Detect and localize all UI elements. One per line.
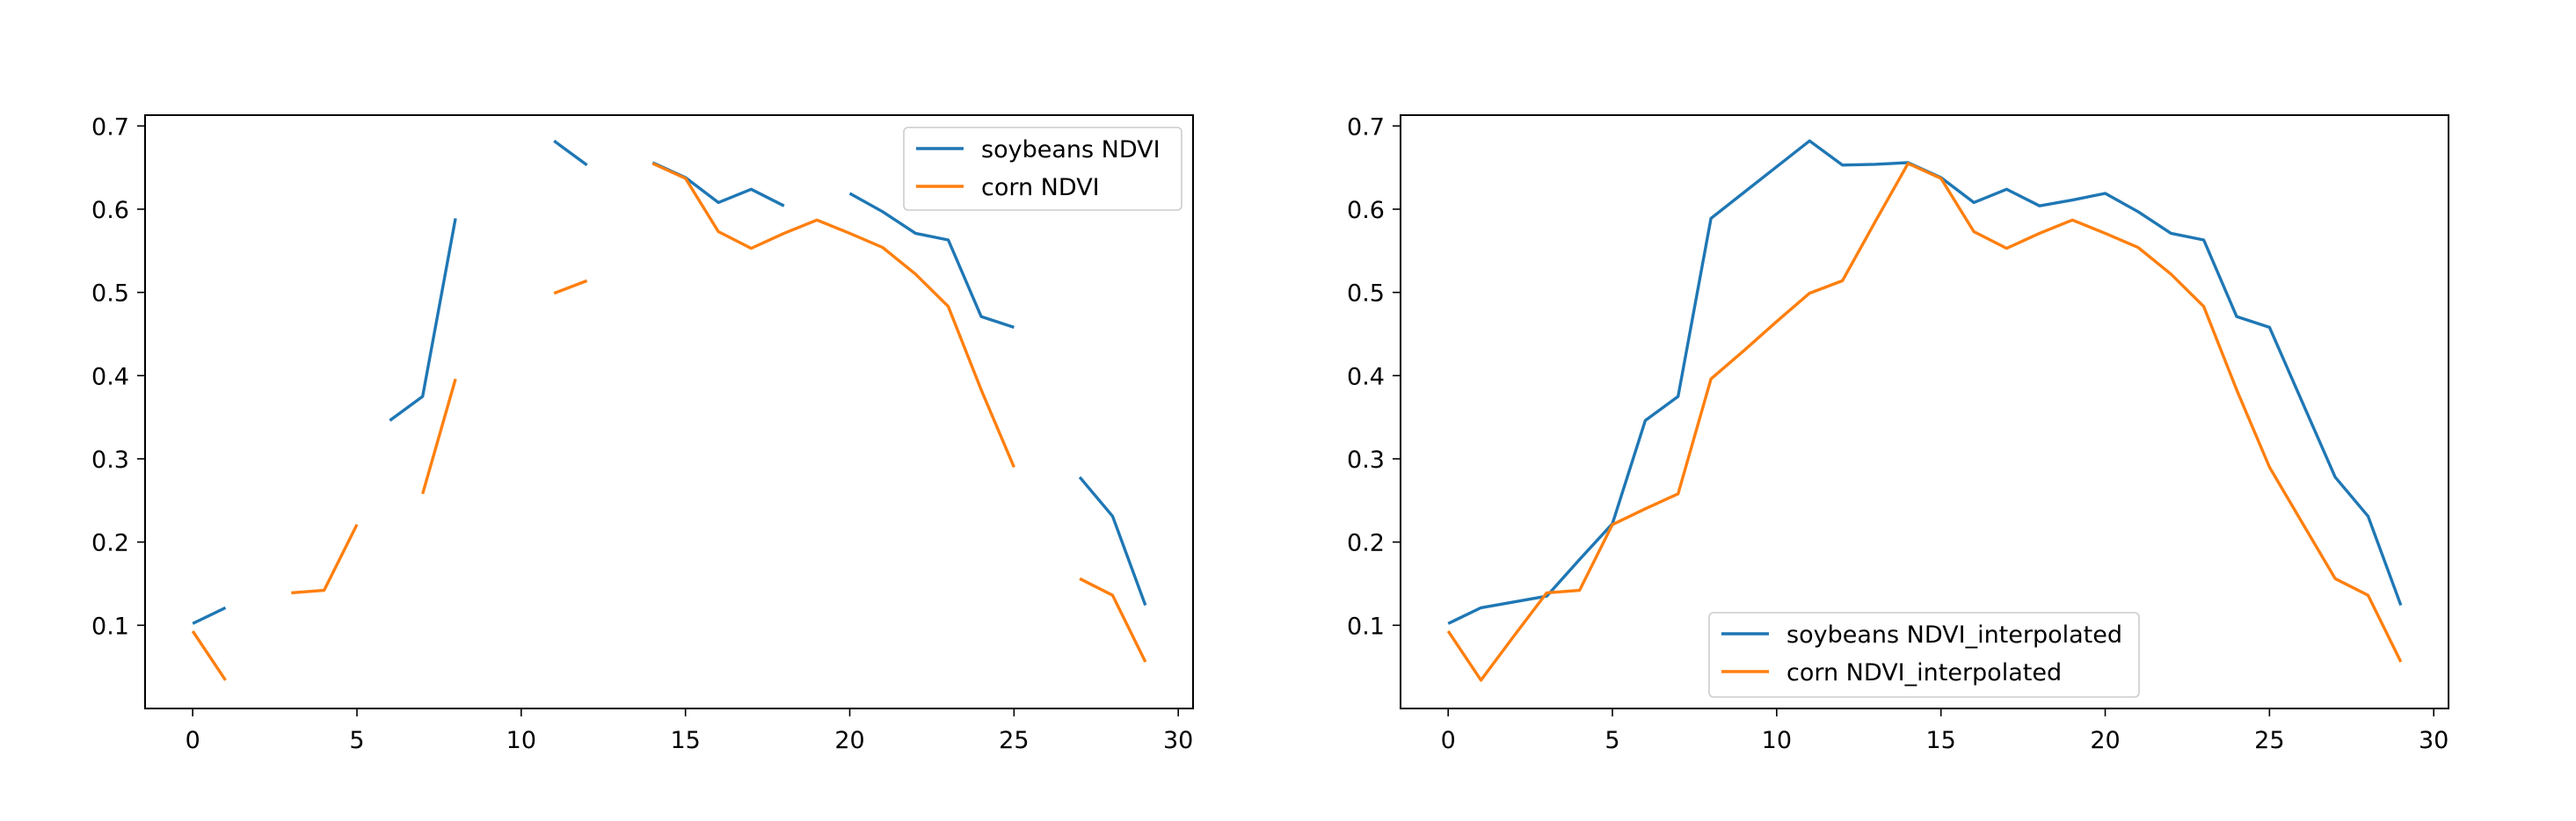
- series-1-segment-2: [389, 218, 457, 422]
- series-2-segment-6: [1079, 577, 1147, 663]
- x-tick-label: 0: [186, 727, 200, 754]
- y-tick-label: 0.4: [1347, 363, 1385, 390]
- series-2-segment-5: [651, 162, 1015, 469]
- legend-label: soybeans NDVI_interpolated: [1786, 621, 2122, 649]
- y-tick-label: 0.1: [1347, 613, 1385, 640]
- x-tick-label: 30: [2419, 727, 2449, 754]
- x-tick-label: 0: [1441, 727, 1456, 754]
- series-1-segment-5: [848, 192, 1015, 330]
- series-1-segment-1: [192, 606, 227, 625]
- series-2-segment-4: [553, 279, 588, 295]
- series-1-segment-4: [651, 161, 785, 207]
- y-tick-label: 0.6: [1347, 197, 1385, 224]
- legend-label: corn NDVI_interpolated: [1786, 659, 2062, 687]
- series-1-segment-3: [553, 139, 588, 167]
- y-tick-label: 0.7: [1347, 113, 1385, 141]
- series-2-segment-2: [291, 524, 359, 595]
- series-1-segment-6: [1078, 476, 1147, 607]
- y-tick-label: 0.1: [91, 613, 129, 640]
- series-2-segment-3: [421, 378, 457, 495]
- x-tick-label: 15: [1926, 727, 1956, 754]
- x-tick-label: 20: [834, 727, 864, 754]
- axes-frame: [1400, 114, 2449, 709]
- axes-frame: [144, 114, 1194, 709]
- x-tick-label: 20: [2090, 727, 2120, 754]
- y-tick-label: 0.5: [91, 280, 129, 308]
- x-tick-label: 25: [2254, 727, 2284, 754]
- x-tick-label: 10: [506, 727, 536, 754]
- x-tick-label: 5: [349, 727, 364, 754]
- x-tick-label: 15: [671, 727, 701, 754]
- y-tick-label: 0.5: [1347, 280, 1385, 308]
- x-tick-label: 30: [1163, 727, 1193, 754]
- legend-label: soybeans NDVI: [981, 136, 1161, 163]
- series-2-segment-1: [1446, 162, 2403, 682]
- y-tick-label: 0.2: [1347, 530, 1385, 557]
- y-tick-label: 0.3: [91, 447, 129, 474]
- series-2-segment-1: [191, 630, 227, 681]
- legend-box: [903, 127, 1182, 211]
- y-tick-label: 0.3: [1347, 447, 1385, 474]
- y-tick-label: 0.4: [91, 363, 129, 390]
- chart-panel-2: 0 5 10 15 20 25 30 0.1 0.2 0.3 0.4 0.5 0.6 0.7 soybean…: [1347, 113, 2449, 754]
- y-tick-label: 0.6: [91, 197, 129, 224]
- y-tick-label: 0.2: [91, 530, 129, 557]
- series-1-segment-1: [1447, 139, 2403, 625]
- y-tick-label: 0.7: [91, 113, 129, 141]
- x-tick-label: 10: [1762, 727, 1792, 754]
- x-tick-label: 25: [999, 727, 1029, 754]
- legend-label: corn NDVI: [981, 174, 1100, 201]
- x-tick-label: 5: [1605, 727, 1619, 754]
- chart-panel-1: 0 5 10 15 20 25 30 0.1 0.2 0.3 0.4 0.5 0.6 0.7 soybean…: [91, 113, 1194, 754]
- legend: soybeans NDVI corn NDVI: [903, 127, 1182, 211]
- legend-box: [1708, 612, 2140, 698]
